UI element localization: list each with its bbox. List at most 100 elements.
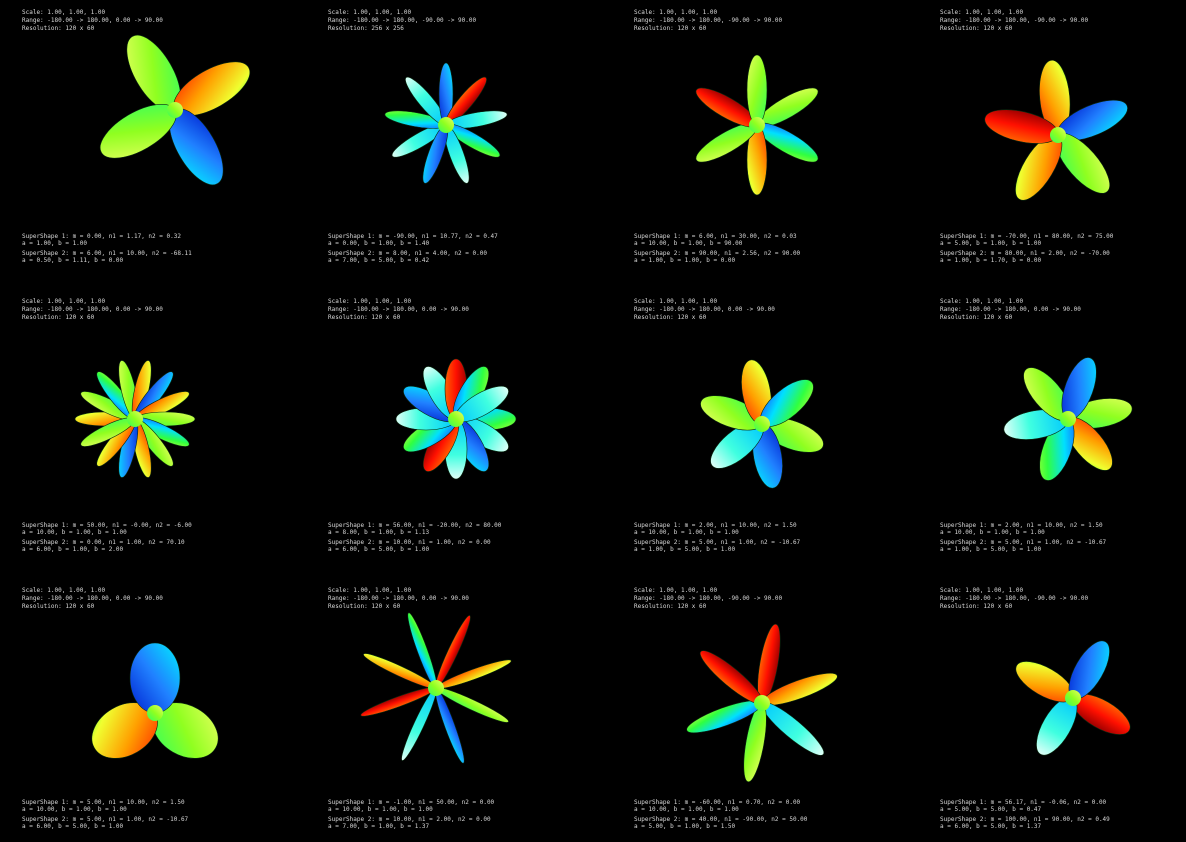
footer-line: SuperShape 2: m = 6.00, n1 = 10.00, n2 =…: [22, 250, 192, 257]
header-line: Scale: 1.00, 1.00, 1.00: [22, 298, 105, 305]
header-line: Scale: 1.00, 1.00, 1.00: [634, 587, 717, 594]
header-line: Scale: 1.00, 1.00, 1.00: [328, 9, 411, 16]
header-line: Range: -180.00 -> 180.00, 0.00 -> 90.00: [940, 306, 1081, 313]
header-line: Resolution: 120 x 60: [22, 314, 95, 321]
footer-line: a = 8.00, b = 1.00, b = 1.13: [328, 529, 430, 536]
footer-line: SuperShape 1: m = 56.00, n1 = -20.00, n2…: [328, 522, 502, 529]
footer-line: a = 5.00, b = 1.00, b = 1.50: [634, 823, 736, 830]
footer-line: SuperShape 2: m = 90.00, n1 = 2.56, n2 =…: [634, 250, 801, 257]
footer-line: a = 6.00, b = 5.00, b = 1.00: [22, 823, 124, 830]
petal: [129, 642, 181, 714]
header-line: Range: -180.00 -> 180.00, 0.00 -> 90.00: [634, 306, 775, 313]
core: [448, 411, 464, 427]
footer-line: a = 6.00, b = 1.00, b = 2.00: [22, 546, 124, 553]
footer-line: a = 6.00, b = 5.00, b = 1.37: [940, 823, 1042, 830]
footer-line: SuperShape 1: m = 5.00, n1 = 10.00, n2 =…: [22, 799, 185, 806]
header-line: Scale: 1.00, 1.00, 1.00: [940, 298, 1023, 305]
footer-line: a = 5.00, b = 1.00, b = 1.00: [940, 240, 1042, 247]
supershape-render: [695, 54, 819, 196]
footer-line: SuperShape 1: m = 2.00, n1 = 10.00, n2 =…: [634, 522, 797, 529]
footer-line: a = 10.00, b = 1.00, b = 1.00: [22, 806, 127, 813]
header-line: Scale: 1.00, 1.00, 1.00: [940, 587, 1023, 594]
footer-line: SuperShape 2: m = 40.00, n1 = -90.00, n2…: [634, 816, 808, 823]
header-line: Range: -180.00 -> 180.00, 0.00 -> 90.00: [22, 595, 163, 602]
header-line: Range: -180.00 -> 180.00, -90.00 -> 90.0…: [634, 17, 782, 24]
header-line: Scale: 1.00, 1.00, 1.00: [634, 9, 717, 16]
footer-line: a = 10.00, b = 1.00, b = 1.00: [22, 529, 127, 536]
core: [1060, 411, 1076, 427]
footer-line: SuperShape 2: m = 100.00, n1 = 90.00, n2…: [940, 816, 1110, 823]
footer-line: SuperShape 1: m = -1.00, n1 = 50.00, n2 …: [328, 799, 495, 806]
supershape-render: [700, 359, 824, 489]
footer-line: a = 0.50, b = 1.11, b = 0.00: [22, 257, 124, 264]
footer-line: a = 7.00, b = 1.00, b = 1.37: [328, 823, 430, 830]
header-line: Resolution: 120 x 60: [634, 25, 707, 32]
header-line: Scale: 1.00, 1.00, 1.00: [22, 9, 105, 16]
supershape-render: [686, 623, 838, 783]
header-line: Resolution: 256 x 256: [328, 25, 404, 32]
footer-line: SuperShape 1: m = 2.00, n1 = 10.00, n2 =…: [940, 522, 1103, 529]
core: [754, 695, 770, 711]
footer-line: a = 10.00, b = 1.00, b = 1.00: [940, 529, 1045, 536]
header-line: Resolution: 120 x 60: [328, 603, 401, 610]
footer-line: SuperShape 1: m = 6.00, n1 = 30.00, n2 =…: [634, 233, 797, 240]
header-line: Scale: 1.00, 1.00, 1.00: [328, 587, 411, 594]
footer-line: a = 10.00, b = 1.00, b = 1.00: [328, 806, 433, 813]
supershape-render: [395, 358, 517, 480]
footer-line: a = 5.00, b = 5.00, b = 0.47: [940, 806, 1042, 813]
supershape-render: [984, 59, 1128, 201]
supershape-render: [74, 360, 196, 478]
supershape-render: [1015, 640, 1131, 756]
footer-line: SuperShape 1: m = -70.00, n1 = 80.00, n2…: [940, 233, 1114, 240]
core: [127, 411, 143, 427]
header-line: Scale: 1.00, 1.00, 1.00: [328, 298, 411, 305]
footer-line: a = 1.00, b = 1.70, b = 0.00: [940, 257, 1042, 264]
core: [754, 416, 770, 432]
footer-line: SuperShape 2: m = 10.00, n1 = 2.00, n2 =…: [328, 816, 491, 823]
footer-line: a = 1.00, b = 1.00: [22, 240, 87, 247]
core: [428, 680, 444, 696]
header-line: Resolution: 120 x 60: [22, 603, 95, 610]
header-line: Resolution: 120 x 60: [328, 314, 401, 321]
supershape-render: [1003, 357, 1133, 481]
header-line: Range: -180.00 -> 180.00, 0.00 -> 90.00: [328, 306, 469, 313]
footer-line: SuperShape 1: m = -90.00, n1 = 10.77, n2…: [328, 233, 498, 240]
header-line: Range: -180.00 -> 180.00, -90.00 -> 90.0…: [940, 595, 1088, 602]
supershape-render: [360, 612, 512, 764]
supershape-render: [384, 62, 508, 184]
header-line: Range: -180.00 -> 180.00, 0.00 -> 90.00: [22, 17, 163, 24]
footer-line: SuperShape 1: m = 50.00, n1 = -0.00, n2 …: [22, 522, 192, 529]
footer-line: SuperShape 2: m = 5.00, n1 = 1.00, n2 = …: [940, 539, 1107, 546]
footer-line: a = 10.00, b = 1.00, b = 1.00: [634, 806, 739, 813]
footer-line: SuperShape 2: m = 5.00, n1 = 1.00, n2 = …: [634, 539, 801, 546]
footer-line: a = 1.00, b = 5.00, b = 1.00: [940, 546, 1042, 553]
footer-line: SuperShape 1: m = 56.17, n1 = -0.06, n2 …: [940, 799, 1107, 806]
footer-line: SuperShape 2: m = 8.00, n1 = 4.00, n2 = …: [328, 250, 487, 257]
footer-line: a = 0.00, b = 1.00, b = 1.40: [328, 240, 430, 247]
header-line: Resolution: 120 x 60: [634, 603, 707, 610]
footer-line: a = 7.00, b = 5.00, b = 0.42: [328, 257, 430, 264]
footer-line: a = 10.00, b = 1.00, b = 1.00: [634, 529, 739, 536]
core: [147, 705, 163, 721]
core: [167, 102, 183, 118]
header-line: Resolution: 120 x 60: [634, 314, 707, 321]
footer-line: SuperShape 1: m = 0.00, n1 = 1.17, n2 = …: [22, 233, 181, 240]
footer-line: a = 6.00, b = 5.00, b = 1.00: [328, 546, 430, 553]
footer-line: SuperShape 1: m = -60.00, n1 = 0.70, n2 …: [634, 799, 801, 806]
petal: [746, 54, 768, 126]
core: [438, 117, 454, 133]
core: [1050, 127, 1066, 143]
header-line: Resolution: 120 x 60: [940, 25, 1013, 32]
header-line: Resolution: 120 x 60: [22, 25, 95, 32]
